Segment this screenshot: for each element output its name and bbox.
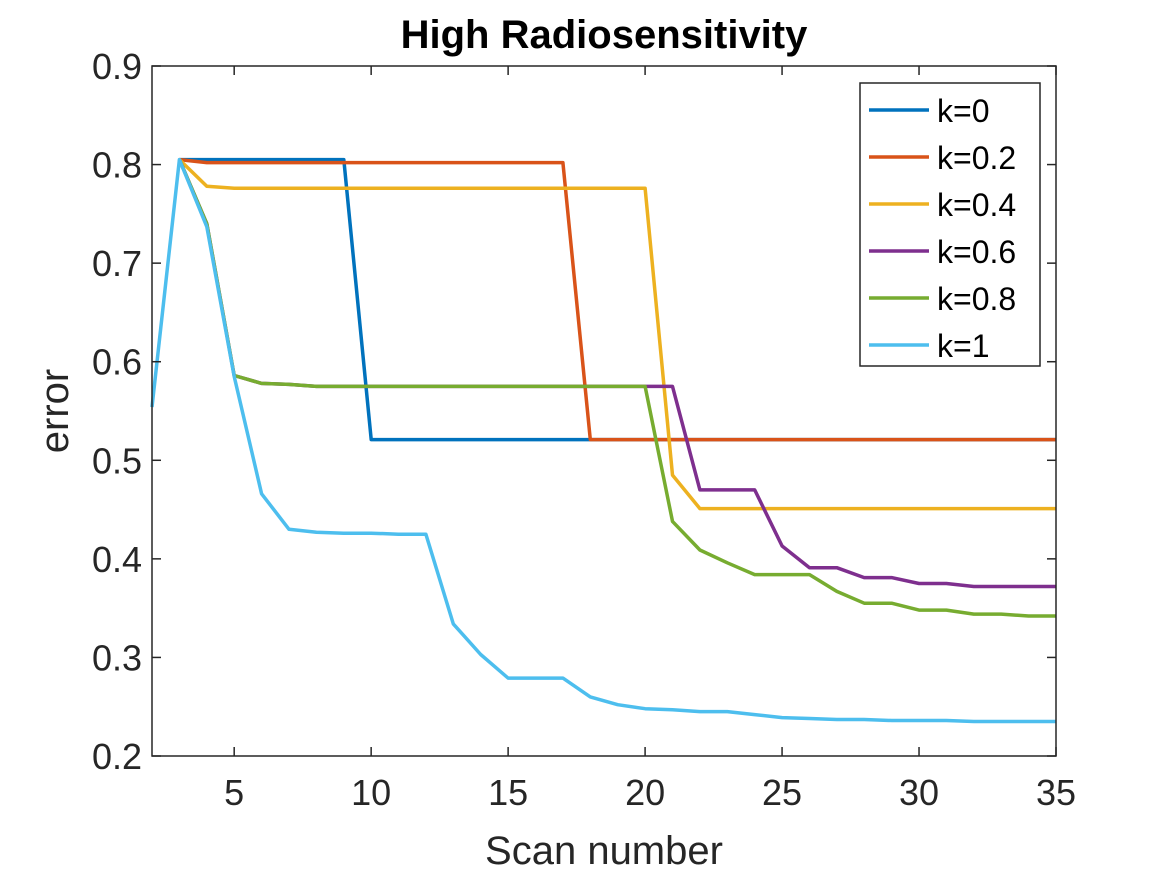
y-tick-label: 0.9 <box>92 46 142 87</box>
y-tick-label: 0.4 <box>92 539 142 580</box>
legend-label: k=0.6 <box>937 234 1016 270</box>
y-tick-label: 0.5 <box>92 440 142 481</box>
x-tick-label: 20 <box>625 772 665 813</box>
axes-box <box>151 65 1057 757</box>
y-tick-label: 0.7 <box>92 243 142 284</box>
series-line-k-1 <box>150 157 1056 724</box>
y-tick-label: 0.3 <box>92 637 142 678</box>
x-tick-label: 5 <box>224 772 244 813</box>
y-axis-label: error <box>33 369 77 453</box>
chart-title: High Radiosensitivity <box>401 13 808 57</box>
legend-label: k=0.8 <box>937 281 1016 317</box>
legend-label: k=0.4 <box>937 187 1016 223</box>
x-tick-label: 25 <box>762 772 802 813</box>
y-tick-label: 0.6 <box>92 342 142 383</box>
series-layer <box>150 157 1056 724</box>
x-tick-label: 30 <box>899 772 939 813</box>
x-tick-label: 10 <box>351 772 391 813</box>
legend-label: k=1 <box>937 328 989 364</box>
x-axis-label: Scan number <box>485 829 723 873</box>
series-line-k-0-8 <box>177 158 1056 618</box>
legend: k=0 k=0.2 k=0.4 k=0.6 k=0.8 k=1 <box>859 82 1041 367</box>
y-tick-label: 0.2 <box>92 736 142 777</box>
x-tick-label: 35 <box>1036 772 1076 813</box>
legend-label: k=0 <box>937 93 989 129</box>
legend-label: k=0.2 <box>937 140 1016 176</box>
legend-box <box>859 82 1041 367</box>
y-tick-label: 0.8 <box>92 145 142 186</box>
series-line-k-0-4 <box>178 158 1056 511</box>
axes-layer: 5 10 15 20 25 30 35 0.2 0.3 0.4 0.5 0.6 0.7 0.8 0.9 <box>92 46 1076 813</box>
x-tick-label: 15 <box>488 772 528 813</box>
